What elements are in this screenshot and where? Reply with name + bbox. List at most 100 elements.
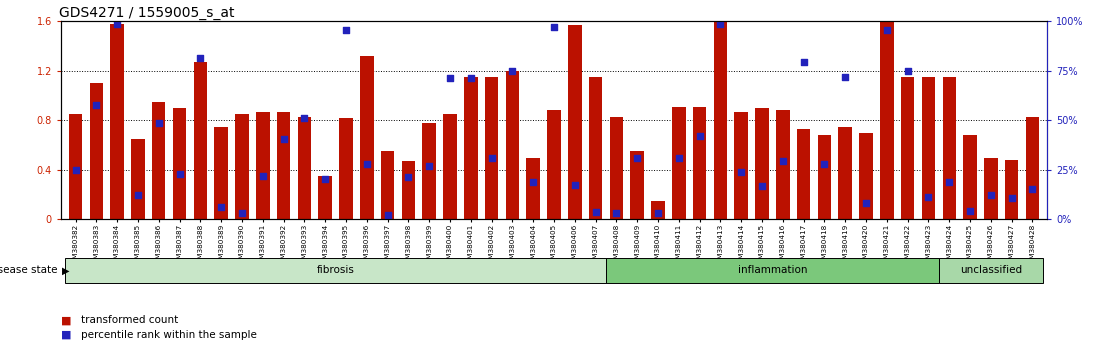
Point: [920, 194, 937, 200]
Point: [379, 212, 397, 217]
Bar: [194, 62, 207, 219]
Text: inflammation: inflammation: [738, 266, 808, 275]
Bar: [901, 77, 914, 219]
Point: [400, 175, 418, 180]
Bar: [131, 139, 145, 219]
Bar: [797, 129, 810, 219]
Bar: [173, 108, 186, 219]
Bar: [652, 201, 665, 219]
Point: [587, 209, 605, 215]
Bar: [756, 108, 769, 219]
Bar: [692, 107, 707, 219]
Bar: [214, 126, 228, 219]
Bar: [568, 25, 582, 219]
Bar: [963, 135, 977, 219]
Point: [171, 171, 188, 177]
Bar: [606, 258, 938, 283]
Text: fibrosis: fibrosis: [317, 266, 355, 275]
Text: unclassified: unclassified: [960, 266, 1022, 275]
Point: [254, 173, 271, 179]
Point: [420, 163, 438, 169]
Bar: [65, 258, 606, 283]
Point: [711, 21, 729, 27]
Point: [649, 210, 667, 216]
Point: [88, 103, 105, 108]
Point: [566, 182, 584, 188]
Bar: [277, 112, 290, 219]
Point: [337, 27, 355, 33]
Point: [109, 21, 126, 27]
Bar: [1026, 116, 1039, 219]
Bar: [401, 161, 416, 219]
Point: [794, 59, 812, 65]
Text: GDS4271 / 1559005_s_at: GDS4271 / 1559005_s_at: [59, 6, 235, 20]
Text: ■: ■: [61, 330, 75, 339]
Point: [358, 161, 376, 166]
Point: [296, 115, 314, 121]
Point: [899, 68, 916, 74]
Bar: [630, 152, 644, 219]
Point: [1003, 195, 1020, 201]
Bar: [298, 116, 311, 219]
Bar: [588, 77, 603, 219]
Bar: [360, 56, 373, 219]
Point: [962, 208, 979, 213]
Point: [150, 120, 167, 126]
Bar: [673, 107, 686, 219]
Point: [462, 75, 480, 81]
Bar: [111, 24, 124, 219]
Bar: [505, 71, 520, 219]
Bar: [422, 123, 435, 219]
Bar: [464, 77, 478, 219]
Bar: [1005, 160, 1018, 219]
Text: transformed count: transformed count: [81, 315, 178, 325]
Text: disease state: disease state: [0, 266, 58, 275]
Bar: [880, 21, 894, 219]
Point: [233, 210, 250, 216]
Point: [941, 179, 958, 185]
Text: ■: ■: [61, 315, 75, 325]
Point: [837, 74, 854, 80]
Bar: [381, 152, 394, 219]
Point: [774, 159, 792, 164]
Bar: [818, 135, 831, 219]
Bar: [860, 133, 873, 219]
Point: [545, 24, 563, 30]
Bar: [839, 126, 852, 219]
Point: [878, 27, 895, 33]
Point: [628, 155, 646, 160]
Point: [483, 155, 501, 160]
Text: percentile rank within the sample: percentile rank within the sample: [81, 330, 257, 339]
Bar: [90, 83, 103, 219]
Point: [1024, 185, 1042, 191]
Point: [982, 192, 999, 198]
Point: [670, 155, 688, 160]
Point: [503, 68, 521, 74]
Bar: [776, 110, 790, 219]
Bar: [339, 118, 352, 219]
Bar: [547, 110, 561, 219]
Point: [732, 170, 750, 175]
Point: [192, 56, 209, 61]
Bar: [735, 112, 748, 219]
Point: [753, 183, 771, 189]
Bar: [714, 21, 727, 219]
Bar: [984, 158, 997, 219]
Bar: [152, 102, 165, 219]
Point: [607, 210, 625, 216]
Bar: [485, 77, 499, 219]
Text: ▶: ▶: [62, 266, 70, 275]
Bar: [318, 176, 332, 219]
Point: [524, 179, 542, 185]
Point: [858, 200, 875, 206]
Point: [129, 192, 146, 198]
Bar: [938, 258, 1043, 283]
Point: [316, 176, 334, 181]
Point: [66, 167, 84, 173]
Bar: [609, 116, 623, 219]
Point: [275, 136, 293, 142]
Bar: [526, 158, 540, 219]
Bar: [922, 77, 935, 219]
Bar: [256, 112, 269, 219]
Point: [213, 204, 230, 210]
